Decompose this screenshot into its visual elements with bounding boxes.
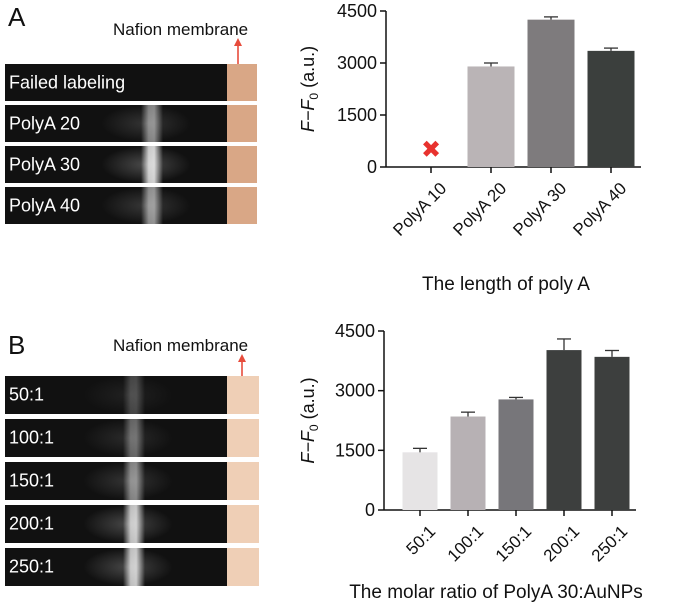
gel-glow <box>83 376 173 414</box>
gel-strip-label: PolyA 30 <box>9 154 81 174</box>
gel-band <box>141 146 163 183</box>
bar <box>498 399 534 510</box>
y-axis-label: F−F0 (a.u.) <box>298 377 321 463</box>
gel-strip-label: 100:1 <box>9 427 55 448</box>
bar <box>594 356 630 510</box>
gel-strip: 100:1 <box>5 419 227 457</box>
nafion-membrane <box>227 187 257 224</box>
gel-strip-label: Failed labeling <box>9 72 126 92</box>
nafion-membrane <box>227 462 259 500</box>
x-tick-label: PolyA 20 <box>449 179 510 240</box>
gel-strip-label: 250:1 <box>9 556 55 577</box>
bar <box>467 66 515 167</box>
y-axis-label-sub: 0 <box>307 93 321 100</box>
x-tick-label: PolyA 40 <box>569 179 630 240</box>
gel-band <box>123 462 145 500</box>
x-tick-label: PolyA 10 <box>389 179 450 240</box>
failed-marker-icon: ✖ <box>421 137 441 164</box>
gel-band <box>123 376 145 414</box>
gel-strip-label: PolyA 40 <box>9 195 81 215</box>
panel-b-membrane-label: Nafion membrane <box>113 336 249 355</box>
nafion-membrane <box>227 419 259 457</box>
gel-band <box>123 505 145 543</box>
x-tick-label: PolyA 30 <box>509 179 570 240</box>
y-tick-label: 4500 <box>337 1 377 21</box>
gel-strip: 50:1 <box>5 376 227 414</box>
nafion-membrane <box>227 146 257 183</box>
y-tick-label: 1500 <box>337 105 377 125</box>
x-tick-label: 250:1 <box>588 522 632 566</box>
x-tick-label: 50:1 <box>402 522 439 559</box>
panel-a-membrane-arrow <box>234 38 242 64</box>
y-tick-label: 3000 <box>337 53 377 73</box>
nafion-membrane <box>227 105 257 142</box>
bar <box>546 350 582 510</box>
gel-band <box>123 419 145 457</box>
panel-b-membrane-arrow <box>238 354 246 378</box>
gel-strip: Failed labeling <box>5 64 227 101</box>
bar <box>527 19 575 167</box>
bar <box>450 416 486 510</box>
gel-glow <box>83 462 173 500</box>
gel-band <box>141 187 163 224</box>
y-tick-label: 1500 <box>335 440 375 460</box>
gel-strip-label: 50:1 <box>9 384 45 405</box>
x-tick-label: 100:1 <box>444 522 488 566</box>
y-tick-label: 4500 <box>335 321 375 341</box>
gel-strip-label: PolyA 20 <box>9 113 81 133</box>
nafion-membrane <box>227 376 259 414</box>
y-axis-label-f: F <box>298 452 318 464</box>
gel-glow <box>101 105 191 142</box>
y-axis-label-f: F <box>298 120 318 132</box>
nafion-membrane <box>227 64 257 101</box>
y-axis-label-unit: (a.u.) <box>298 377 318 424</box>
y-axis-label-dash: −F <box>298 99 318 122</box>
y-axis-label-dash: −F <box>298 430 318 453</box>
y-axis-label: F−F0 (a.u.) <box>298 46 321 132</box>
gel-strip: PolyA 30 <box>5 146 227 183</box>
bar <box>587 50 635 167</box>
gel-band <box>123 548 145 586</box>
x-axis-label: The molar ratio of PolyA 30:AuNPs <box>349 582 643 603</box>
y-tick-label: 0 <box>367 157 377 177</box>
gel-strip: 250:1 <box>5 548 227 586</box>
y-tick-label: 0 <box>365 500 375 520</box>
nafion-membrane <box>227 505 259 543</box>
bar <box>402 452 438 510</box>
x-axis-label: The length of poly A <box>422 274 590 295</box>
gel-strip: PolyA 40 <box>5 187 227 224</box>
panel-b-letter: B <box>8 330 26 360</box>
gel-strip-label: 150:1 <box>9 470 55 491</box>
gel-strip: 200:1 <box>5 505 227 543</box>
x-tick-label: 200:1 <box>540 522 584 566</box>
gel-band <box>141 105 163 142</box>
x-tick-label: 150:1 <box>492 522 536 566</box>
gel-strip: 150:1 <box>5 462 227 500</box>
y-axis-label-sub: 0 <box>307 424 321 431</box>
panel-a-letter: A <box>8 2 26 32</box>
gel-strip-label: 200:1 <box>9 513 55 534</box>
y-tick-label: 3000 <box>335 381 375 401</box>
panel-a-membrane-label: Nafion membrane <box>113 20 249 39</box>
gel-strip: PolyA 20 <box>5 105 227 142</box>
y-axis-label-unit: (a.u.) <box>298 46 318 93</box>
gel-glow <box>83 419 173 457</box>
nafion-membrane <box>227 548 259 586</box>
